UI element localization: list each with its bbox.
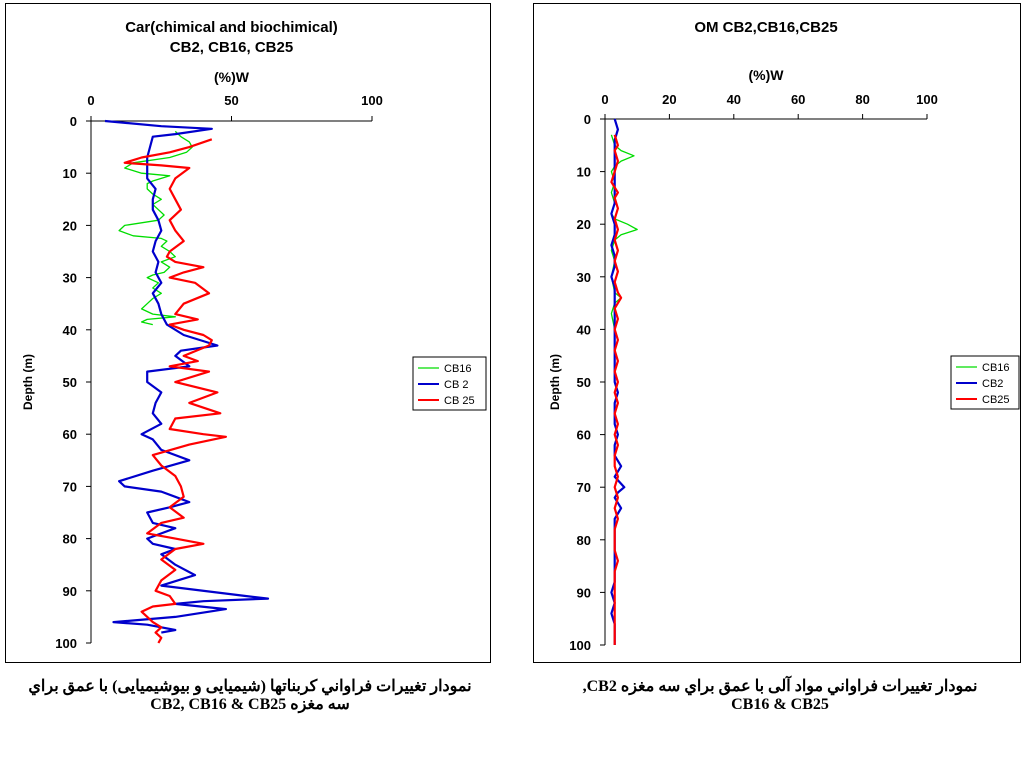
x-tick-label: 100: [361, 93, 383, 108]
series-line-cb16: [118, 130, 193, 326]
right-chart-caption: نمودار تغييرات فراواني مواد آلی با عمق ب…: [540, 678, 1020, 714]
series-line-cb25: [123, 138, 227, 644]
y-tick-label: 20: [63, 218, 77, 233]
y-tick-label: 60: [63, 427, 77, 442]
x-axis-label: (%)W: [749, 67, 785, 83]
y-tick-label: 90: [577, 585, 591, 600]
series-line-cb25: [610, 134, 623, 645]
y-tick-label: 60: [577, 428, 591, 443]
y-tick-label: 40: [63, 323, 77, 338]
x-axis-label: (%)W: [214, 69, 250, 85]
carbonate-chart: Car(chimical and biochimical) CB2, CB16, …: [21, 19, 487, 651]
y-tick-label: 10: [577, 165, 591, 180]
legend-entry: CB16: [444, 363, 472, 375]
right-caption-line-1: نمودار تغييرات فراواني مواد آلی با عمق ب…: [582, 678, 978, 695]
left-chart-panel: Car(chimical and biochimical) CB2, CB16, …: [5, 3, 491, 663]
y-tick-label: 20: [577, 217, 591, 232]
chart-legend: CB16 CB2 CB25: [950, 355, 1020, 410]
y-tick-label: 50: [63, 375, 77, 390]
y-tick-label: 90: [63, 584, 77, 599]
y-tick-label: 10: [63, 166, 77, 181]
chart-title: OM CB2,CB16,CB25: [694, 19, 837, 36]
left-chart-caption: نمودار تغييرات فراواني كربناتها (شيميايی…: [8, 678, 492, 714]
x-tick-label: 80: [855, 92, 869, 107]
y-tick-label: 40: [577, 322, 591, 337]
legend-entry: CB 25: [444, 395, 475, 407]
x-tick-label: 50: [224, 93, 238, 108]
y-tick-label: 0: [584, 112, 591, 127]
chart-title: Car(chimical and biochimical): [125, 19, 338, 36]
legend-entry: CB25: [982, 394, 1010, 406]
x-tick-label: 60: [791, 92, 805, 107]
legend-entry: CB2: [982, 378, 1003, 390]
series-line-cb2: [104, 119, 270, 634]
x-tick-label: 100: [916, 92, 938, 107]
y-tick-label: 100: [55, 636, 77, 651]
y-tick-label: 70: [577, 480, 591, 495]
chart-subtitle: CB2, CB16, CB25: [170, 39, 293, 56]
left-caption-line-2: سه مغزه CB2, CB16 & CB25: [150, 696, 350, 713]
y-tick-label: 70: [63, 479, 77, 494]
organic-matter-chart: OM CB2,CB16,CB25 (%)W 0 20 40 60 80 100 0 10 20 30 4…: [548, 19, 1020, 653]
legend-entry: CB16: [982, 362, 1010, 374]
y-tick-label: 30: [63, 271, 77, 286]
y-tick-label: 30: [577, 270, 591, 285]
chart-legend: CB16 CB 2 CB 25: [412, 356, 487, 411]
y-tick-label: 0: [70, 114, 77, 129]
left-caption-line-1: نمودار تغييرات فراواني كربناتها (شيميايی…: [28, 678, 472, 695]
x-tick-label: 40: [727, 92, 741, 107]
y-tick-label: 80: [577, 533, 591, 548]
y-axis-label: Depth (m): [548, 354, 562, 410]
y-axis-label: Depth (m): [21, 354, 35, 410]
x-tick-label: 0: [87, 93, 94, 108]
legend-entry: CB 2: [444, 379, 468, 391]
y-tick-label: 80: [63, 532, 77, 547]
y-tick-label: 100: [569, 638, 591, 653]
right-chart-panel: OM CB2,CB16,CB25 (%)W 0 20 40 60 80 100 0 10 20 30 4…: [533, 3, 1021, 663]
y-tick-label: 50: [577, 375, 591, 390]
x-tick-label: 0: [601, 92, 608, 107]
right-caption-line-2: CB16 & CB25: [731, 696, 829, 713]
x-tick-label: 20: [662, 92, 676, 107]
